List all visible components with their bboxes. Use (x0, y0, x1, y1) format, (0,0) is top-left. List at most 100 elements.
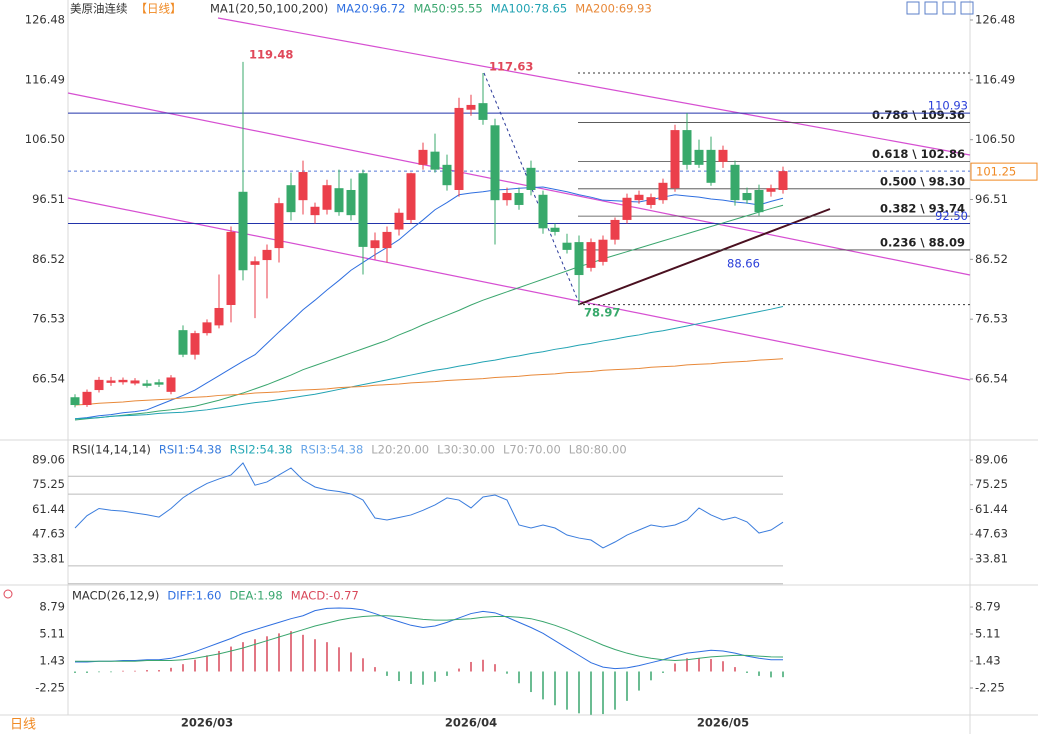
indicator-label: RSI(14,14,14) (72, 443, 151, 457)
macd-bar (314, 639, 316, 672)
settings-icon[interactable] (3, 589, 13, 599)
y-tick-label: 75.25 (975, 477, 1008, 491)
macd-bar (542, 671, 544, 700)
fib-label: 0.500 \ 98.30 (880, 174, 965, 188)
x-tick-label: 2026/04 (445, 716, 497, 730)
y-tick-label: 106.50 (25, 132, 65, 146)
candle-body (298, 172, 308, 201)
macd-bar (230, 646, 232, 672)
macd-bar (254, 639, 256, 672)
candle-body (598, 239, 608, 262)
macd-bar (686, 658, 688, 672)
macd-bar (98, 671, 100, 673)
candle-body (334, 188, 344, 213)
macd-bar (122, 670, 124, 672)
candle-body (238, 191, 248, 271)
horizontal-line-label: 110.93 (928, 99, 968, 113)
macd-bar (698, 658, 700, 672)
macd-bar (338, 647, 340, 672)
y-tick-label: 89.06 (975, 452, 1008, 466)
y-tick-label: 47.63 (975, 527, 1008, 541)
macd-bar (506, 671, 508, 674)
channel-line (217, 17, 971, 156)
macd-bar (578, 671, 580, 714)
macd-bar (470, 661, 472, 672)
candle-body (550, 227, 560, 232)
macd-bar (170, 667, 172, 672)
macd-bar (638, 671, 640, 691)
candle-body (658, 182, 668, 201)
fib-label: 0.786 \ 109.36 (872, 108, 965, 122)
period-label: 【日线】 (136, 2, 182, 16)
y-tick-label: 61.44 (975, 502, 1008, 516)
candle-body (406, 173, 416, 220)
y-tick-label: 1.43 (39, 654, 65, 668)
y-tick-label: 116.49 (25, 72, 65, 86)
period-tab[interactable]: 日线 (10, 718, 36, 733)
y-tick-label: 116.49 (975, 72, 1015, 86)
macd-bar (650, 671, 652, 681)
toolbar-button[interactable] (942, 1, 956, 15)
y-tick-label: 66.54 (32, 372, 65, 386)
x-tick-label: 2026/03 (181, 716, 233, 730)
low-annotation: 78.97 (584, 306, 620, 320)
candle-body (502, 192, 512, 201)
x-tick-label: 2026/05 (697, 716, 749, 730)
candle-body (778, 171, 788, 190)
legend-entry: RSI1:54.38 (159, 443, 222, 457)
macd-bar (182, 664, 184, 672)
macd-bar (482, 659, 484, 672)
macd-bar (134, 670, 136, 672)
candle-body (418, 149, 428, 165)
y-tick-label: -2.25 (975, 681, 1005, 695)
candle-body (310, 206, 320, 216)
macd-bar (398, 671, 400, 682)
y-tick-label: 61.44 (32, 502, 65, 516)
candle-body (730, 164, 740, 201)
toolbar-button[interactable] (906, 1, 920, 15)
macd-bar (218, 650, 220, 672)
toolbar-button[interactable] (924, 1, 938, 15)
candle-body (634, 194, 644, 201)
y-tick-label: 47.63 (32, 527, 65, 541)
fib-label: 0.236 \ 88.09 (880, 235, 965, 249)
y-tick-label: -2.25 (35, 681, 65, 695)
macd-bar (350, 652, 352, 672)
macd-bar (302, 634, 304, 672)
candle-body (538, 194, 548, 229)
y-tick-label: 86.52 (975, 252, 1008, 266)
channel-line (67, 92, 971, 276)
candle-body (262, 249, 272, 261)
candle-body (454, 107, 464, 190)
macd-bar (146, 670, 148, 672)
legend-entry: MACD:-0.77 (291, 589, 359, 603)
candle-body (178, 330, 188, 355)
y-tick-label: 126.48 (25, 13, 65, 27)
ma-line (74, 204, 784, 421)
legend-entry: MA20:96.72 (336, 2, 405, 16)
candle-body (70, 397, 80, 406)
candle-body (430, 151, 440, 170)
legend-entry: MA200:69.93 (575, 2, 652, 16)
candle-body (142, 383, 152, 386)
candle-body (358, 173, 368, 247)
candle-body (382, 231, 392, 249)
legend-entry: L30:30.00 (437, 443, 495, 457)
last-price-label: 101.25 (976, 165, 1016, 179)
y-tick-label: 86.52 (32, 252, 65, 266)
macd-bar (434, 671, 436, 682)
trend-line (579, 208, 831, 305)
macd-bar (422, 671, 424, 685)
toolbar-button[interactable] (960, 1, 974, 15)
macd-bar (458, 668, 460, 672)
candle-body (706, 149, 716, 183)
macd-bar (362, 658, 364, 672)
symbol-title: 美原油连续 (70, 2, 128, 16)
legend-entry: DIFF:1.60 (167, 589, 221, 603)
candle-body (370, 240, 380, 249)
candle-body (394, 212, 404, 230)
candle-body (106, 380, 116, 383)
macd-bar (278, 633, 280, 672)
